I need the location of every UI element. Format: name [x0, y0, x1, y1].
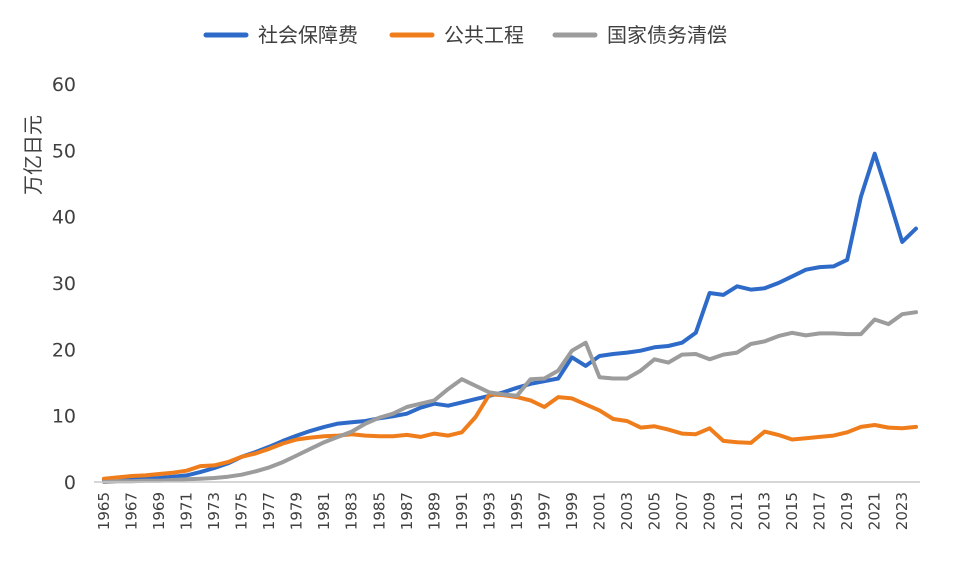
series-line-1 [102, 151, 918, 482]
y-tick-labels: 0 10 20 30 40 50 60 [52, 74, 76, 494]
x-tick-label: 1973 [205, 492, 223, 530]
y-tick-label: 10 [52, 406, 76, 428]
legend: 社会保障费 公共工程 国家债务清偿 [203, 23, 727, 47]
x-tick-label: 1965 [95, 492, 113, 530]
x-tick-label: 1983 [343, 492, 361, 530]
y-tick-label: 40 [52, 207, 76, 229]
x-tick-label: 1979 [288, 492, 306, 530]
x-tick-label: 1991 [453, 492, 471, 530]
x-tick-label: 2001 [590, 492, 608, 530]
x-tick-label: 2019 [838, 492, 856, 530]
y-tick-label: 20 [52, 339, 76, 361]
x-tick-label: 1967 [123, 492, 141, 530]
legend-label-2: 公共工程 [444, 23, 524, 47]
x-tick-label: 1997 [535, 492, 553, 530]
series-line-3 [102, 310, 918, 484]
x-tick-label: 2015 [783, 492, 801, 530]
y-tick-label: 50 [52, 140, 76, 162]
x-tick-label: 2021 [866, 492, 884, 530]
x-tick-label: 1987 [398, 492, 416, 530]
x-tick-label: 1985 [370, 492, 388, 530]
y-tick-label: 30 [52, 273, 76, 295]
x-tick-label: 1995 [508, 492, 526, 530]
x-tick-label: 1993 [480, 492, 498, 530]
x-tick-label: 1977 [260, 492, 278, 530]
x-tick-label: 2013 [756, 492, 774, 530]
x-tick-label: 2011 [728, 492, 746, 530]
x-tick-labels: 1965 1967 1969 1971 1973 1975 1977 1979 1981 1983… [95, 492, 911, 530]
x-tick-label: 1969 [150, 492, 168, 530]
x-tick-label: 1971 [178, 492, 196, 530]
legend-label-3: 国家债务清偿 [607, 23, 727, 47]
y-tick-label: 0 [64, 472, 76, 494]
legend-label-1: 社会保障费 [258, 23, 358, 47]
x-tick-label: 2007 [673, 492, 691, 530]
y-tick-label: 60 [52, 74, 76, 96]
x-tick-label: 2017 [811, 492, 829, 530]
x-tick-label: 1989 [425, 492, 443, 530]
x-tick-label: 2023 [893, 492, 911, 530]
series-lines [102, 151, 918, 484]
x-tick-label: 2009 [701, 492, 719, 530]
x-tick-label: 1999 [563, 492, 581, 530]
x-tick-label: 2003 [618, 492, 636, 530]
x-tick-label: 1981 [315, 492, 333, 530]
x-tick-label: 1975 [233, 492, 251, 530]
x-tick-label: 2005 [646, 492, 664, 530]
y-axis-label: 万亿日元 [21, 115, 45, 195]
